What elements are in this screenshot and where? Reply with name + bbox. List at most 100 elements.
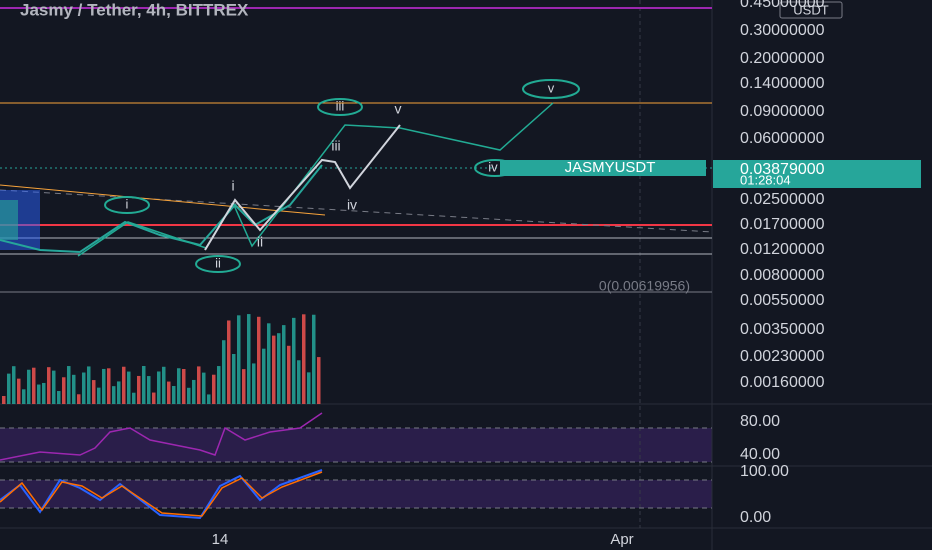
ma-line (0, 184, 326, 216)
volume-bar (267, 323, 271, 404)
volume-bar (227, 320, 231, 404)
volume-bar (32, 367, 36, 404)
symbol: JASMYUSDT (565, 159, 656, 176)
volume-bar (37, 384, 41, 404)
wave-label: iii (336, 98, 345, 113)
price-axis-label: 0.02500000 (740, 191, 825, 208)
price-axis-label: 0.20000000 (740, 50, 825, 67)
last-price: 0.03879000 (740, 161, 825, 178)
price-axis-label: 0.00160000 (740, 374, 825, 391)
volume-bar (137, 375, 141, 404)
volume-bar (82, 372, 86, 404)
currency: USDT (793, 2, 828, 17)
volume-bar (317, 357, 321, 404)
volume-profile (0, 200, 18, 240)
wave-label: iv (347, 197, 357, 213)
volume-bar (152, 392, 156, 404)
volume-bar (102, 368, 106, 404)
volume-bar (142, 366, 146, 404)
chart-title: Jasmy / Tether, 4h, BITTREX (20, 0, 249, 19)
rsi-axis-label: 80.00 (740, 413, 780, 430)
time-label: 14 (212, 531, 229, 548)
volume-bar (167, 381, 171, 404)
volume-bar (42, 382, 46, 404)
volume-bar (107, 368, 111, 404)
volume-bar (247, 314, 251, 404)
volume-bar (47, 367, 51, 404)
volume-bar (12, 366, 16, 404)
volume-bar (127, 371, 131, 404)
volume-bar (217, 366, 221, 404)
price-axis-label: 0.00350000 (740, 321, 825, 338)
rsi-band (0, 428, 712, 462)
countdown: 01:28:04 (740, 172, 791, 187)
volume-bar (222, 340, 226, 404)
volume-bar (52, 370, 56, 404)
wave-circle (104, 196, 150, 214)
volume-bar (77, 394, 81, 404)
volume-bar (207, 394, 211, 404)
price-axis-label: 0.45000000 (740, 0, 825, 11)
wave-circle (195, 255, 241, 273)
wave-label: iii (331, 138, 340, 154)
volume-bar (87, 366, 91, 404)
volume-bar (92, 380, 96, 404)
volume-bar (112, 386, 116, 404)
volume-bar (157, 371, 161, 404)
volume-bar (287, 345, 291, 404)
currency-badge (779, 1, 843, 19)
volume-bar (117, 381, 121, 404)
wave-label: v (395, 101, 402, 117)
volume-bar (252, 363, 256, 404)
stoch-k (0, 469, 323, 520)
price-axis-label: 0.01200000 (740, 241, 825, 258)
stoch-axis-label: 100.00 (740, 463, 789, 480)
volume-bar (302, 314, 306, 404)
wave-projection (77, 102, 554, 257)
volume-bar (197, 366, 201, 404)
volume-bar (232, 354, 236, 404)
price-axis-label: 0.00800000 (740, 267, 825, 284)
price-axis-label: 0.14000000 (740, 75, 825, 92)
wave-label: v (548, 80, 555, 95)
wave-label: iv (488, 159, 498, 174)
fib-label: 0(0.00619956) (599, 278, 690, 294)
volume-bar (17, 378, 21, 404)
volume-bar (172, 386, 176, 404)
symbol-badge (500, 160, 706, 176)
volume-bar (182, 369, 186, 404)
volume-bar (297, 360, 301, 404)
volume-bar (122, 366, 126, 404)
volume-bar (237, 315, 241, 404)
volume-bar (202, 372, 206, 404)
volume-bar (132, 392, 136, 404)
price-axis-label: 0.00230000 (740, 348, 825, 365)
rsi-plot (0, 412, 323, 461)
volume-bar (67, 366, 71, 404)
subwave-projection (204, 124, 401, 251)
volume-bar (312, 314, 316, 404)
stoch-d (0, 471, 323, 517)
price-axis-label: 0.06000000 (740, 130, 825, 147)
volume-bar (192, 379, 196, 404)
wave-label: ii (257, 234, 263, 250)
volume-bar (212, 374, 216, 404)
volume-bar (282, 325, 286, 404)
price-axis: 0.45000000 0.30000000 0.20000000 0.14000000… (740, 0, 825, 391)
volume-bar (277, 333, 281, 404)
volume-bar (62, 377, 66, 404)
volume-bar (307, 372, 311, 404)
volume-bar (292, 317, 296, 404)
volume-bar (57, 391, 61, 404)
volume-bar (162, 366, 166, 404)
price-badge (713, 160, 921, 188)
volume-bar (7, 373, 11, 404)
volume-bar (187, 387, 191, 404)
volume-bar (72, 374, 76, 404)
volume-bar (242, 369, 246, 404)
volume-bar (147, 376, 151, 404)
price-axis-label: 0.30000000 (740, 22, 825, 39)
volume (2, 314, 321, 404)
volume-bar (177, 368, 181, 404)
